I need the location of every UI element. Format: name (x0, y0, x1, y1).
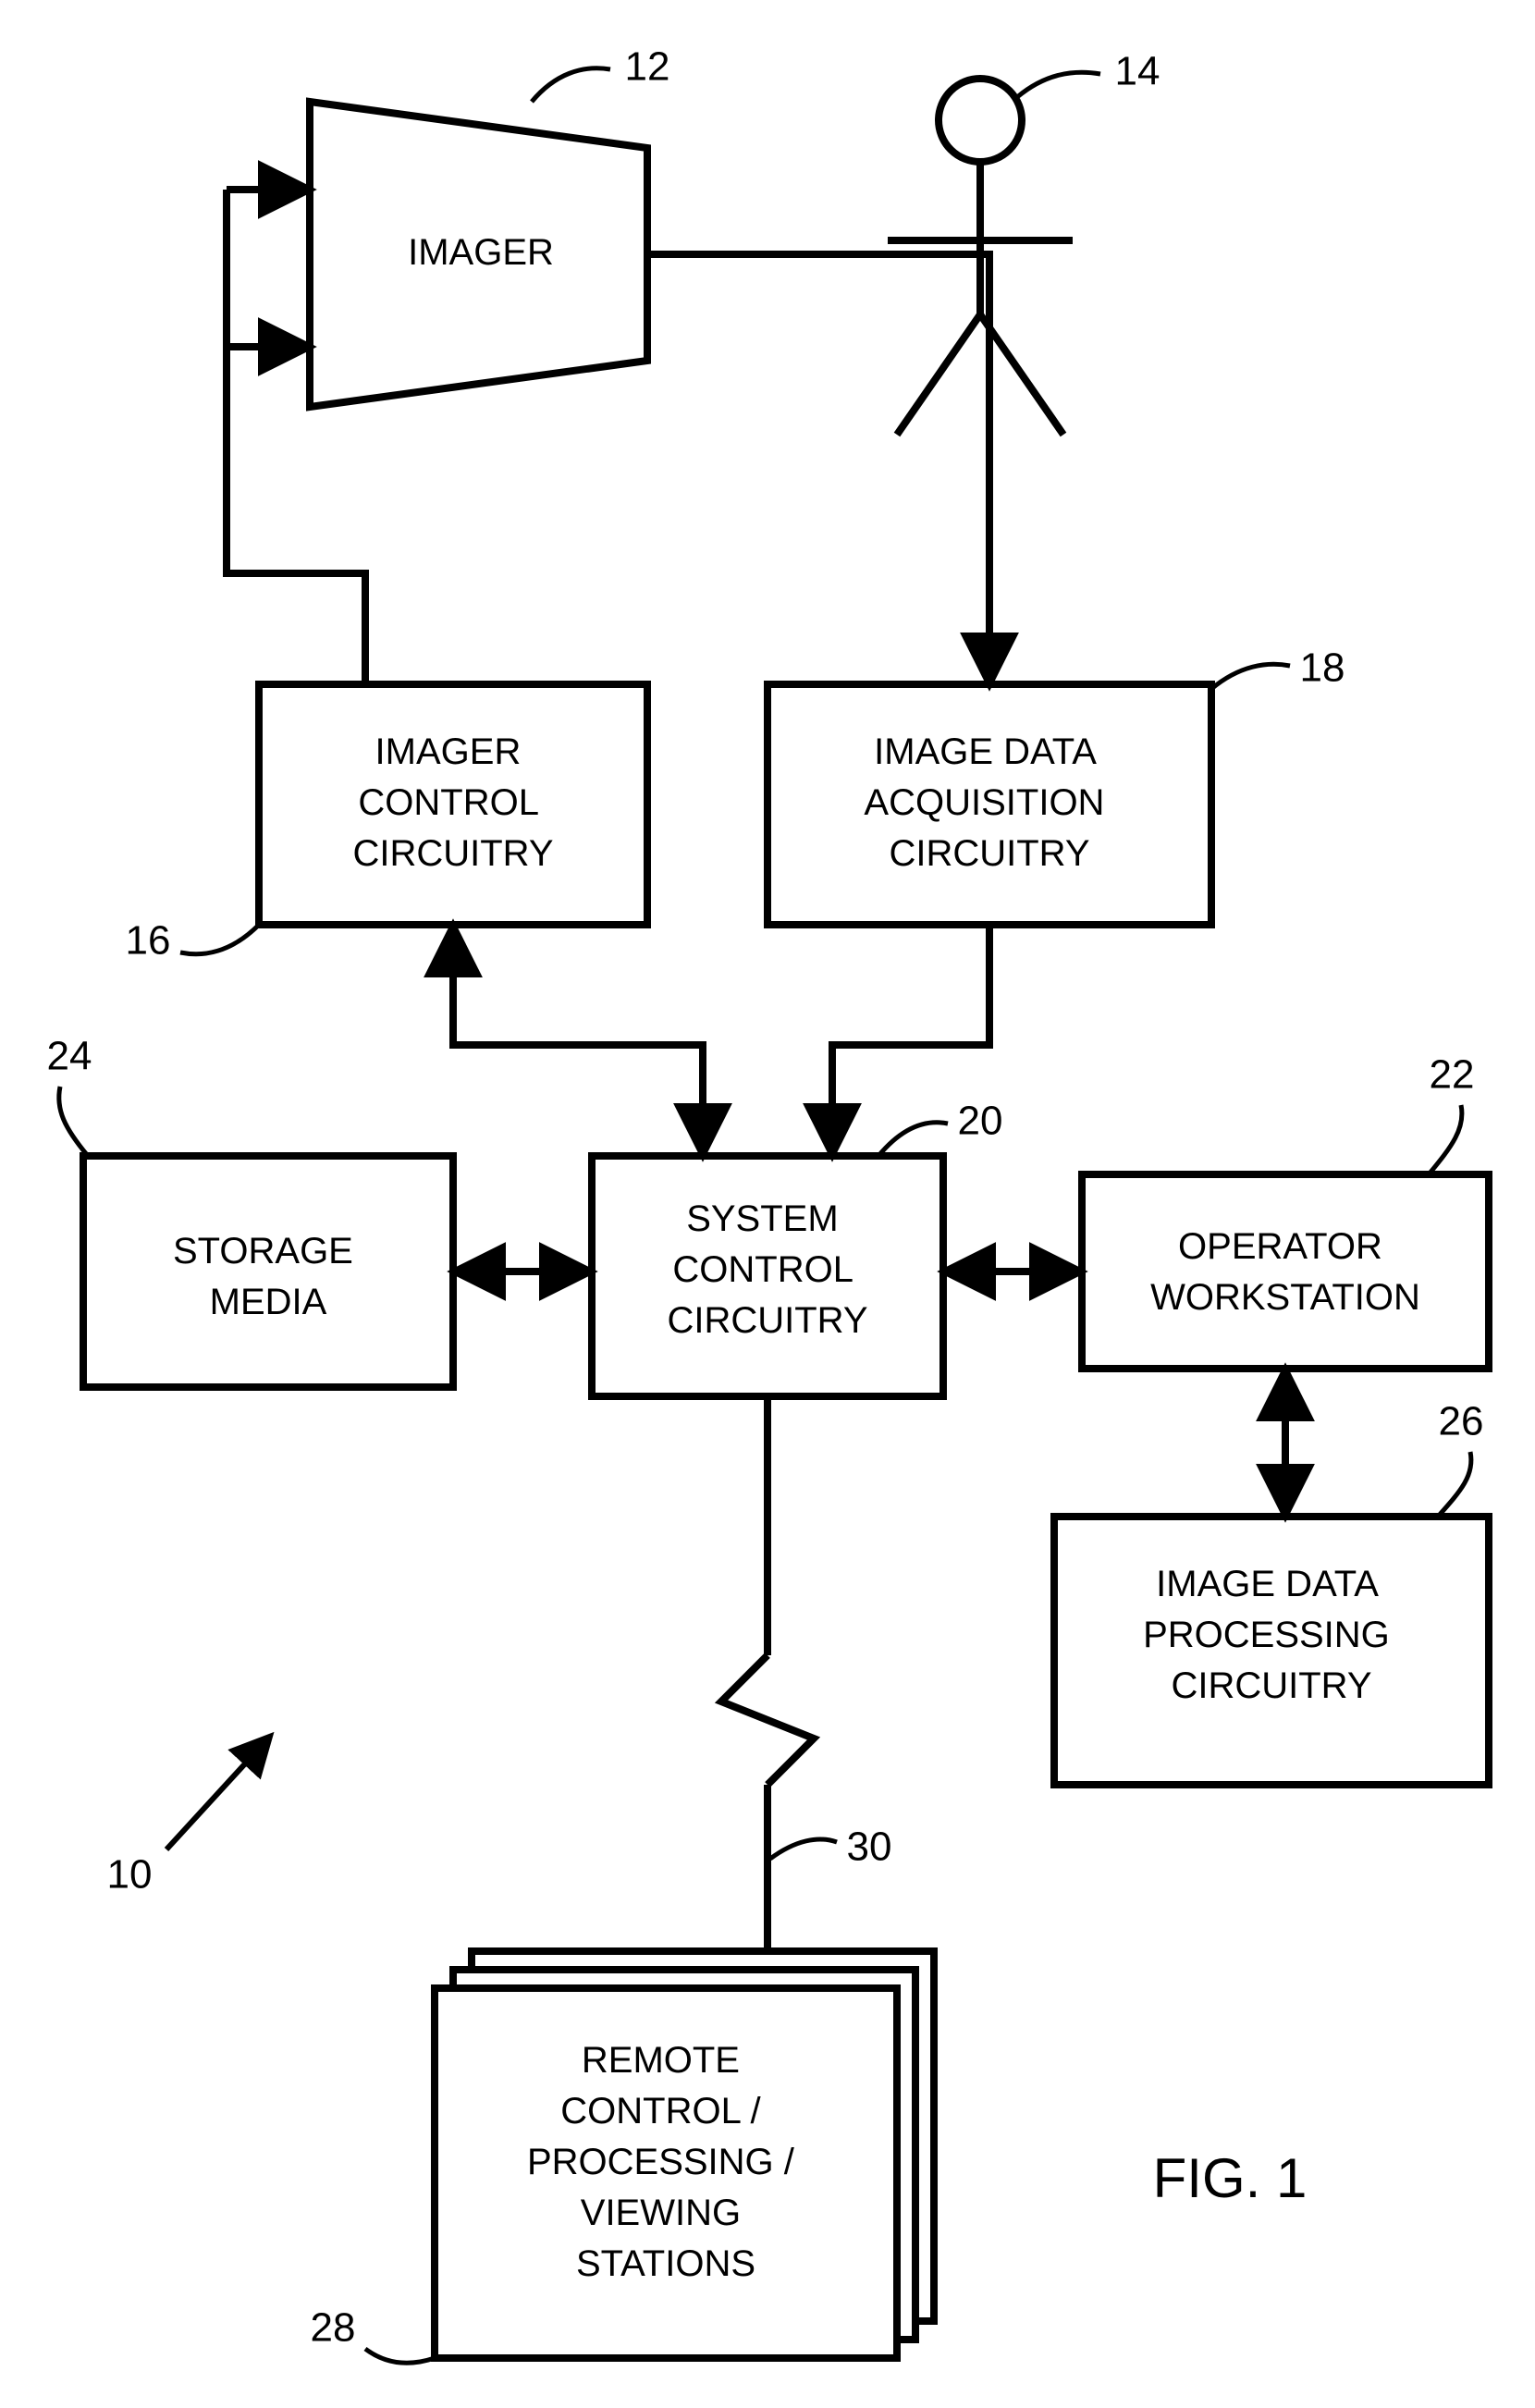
node-image-data-acquisition-circuitry: IMAGE DATA ACQUISITION CIRCUITRY 18 (768, 645, 1345, 925)
node-system-control-circuitry: SYSTEM CONTROL CIRCUITRY 20 (592, 1099, 1002, 1396)
ref-10-group: 10 (107, 1738, 268, 1898)
ref-18: 18 (1300, 645, 1345, 691)
figure-caption: FIG. 1 (1153, 2147, 1308, 2209)
node-storage-media: STORAGE MEDIA 24 (47, 1034, 453, 1387)
ref-14: 14 (1115, 49, 1160, 94)
node-operator-workstation: OPERATOR WORKSTATION 22 (1082, 1052, 1489, 1369)
node-imager-label: IMAGER (408, 232, 554, 273)
node-imager: IMAGER 12 (310, 44, 669, 407)
ref-26: 26 (1439, 1399, 1484, 1444)
node-scc-label: SYSTEM CONTROL CIRCUITRY (667, 1198, 867, 1341)
ref-10: 10 (107, 1852, 153, 1898)
ref-20: 20 (958, 1099, 1003, 1144)
ref-30: 30 (847, 1824, 892, 1870)
node-imager-control-circuitry: IMAGER CONTROL CIRCUITRY 16 (126, 684, 647, 964)
person-icon: 14 (888, 49, 1160, 435)
edge-imager-to-idac (647, 254, 989, 680)
node-remote-stations: REMOTE CONTROL / PROCESSING / VIEWING ST… (311, 1951, 934, 2363)
edge-icc-scc (453, 930, 703, 1150)
node-icc-label: IMAGER CONTROL CIRCUITRY (352, 731, 553, 874)
figure-1-diagram: IMAGER 12 14 IMAGER CONTROL CIRCUITRY 16… (0, 0, 1535, 2408)
ref-22: 22 (1430, 1052, 1475, 1098)
node-image-data-processing-circuitry: IMAGE DATA PROCESSING CIRCUITRY 26 (1054, 1399, 1489, 1785)
ref-16: 16 (126, 918, 171, 964)
node-idpc-label: IMAGE DATA PROCESSING CIRCUITRY (1143, 1564, 1400, 1706)
node-idac-label: IMAGE DATA ACQUISITION CIRCUITRY (864, 731, 1114, 874)
ref-24: 24 (47, 1034, 92, 1079)
ref-12: 12 (625, 44, 670, 90)
ref-28: 28 (311, 2305, 356, 2351)
edge-scc-remote-link: 30 (721, 1396, 891, 1951)
